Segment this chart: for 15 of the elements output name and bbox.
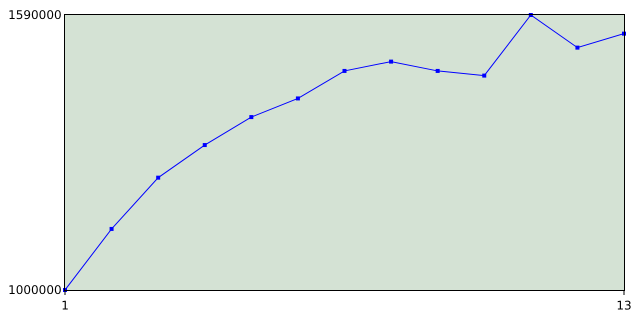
point bbox=[249, 115, 254, 120]
line-series bbox=[63, 13, 626, 292]
x-tick-label: 13 bbox=[616, 298, 632, 312]
point bbox=[482, 74, 486, 78]
point bbox=[436, 68, 440, 73]
point bbox=[342, 68, 346, 73]
point bbox=[110, 226, 114, 231]
point bbox=[296, 96, 300, 100]
x-tick-label: 1 bbox=[61, 298, 69, 312]
y-tick-label: 1590000 bbox=[8, 8, 62, 22]
point bbox=[202, 143, 207, 148]
point bbox=[156, 176, 160, 180]
point bbox=[389, 60, 394, 64]
point bbox=[575, 46, 580, 50]
y-tick-label: 1000000 bbox=[8, 283, 62, 298]
